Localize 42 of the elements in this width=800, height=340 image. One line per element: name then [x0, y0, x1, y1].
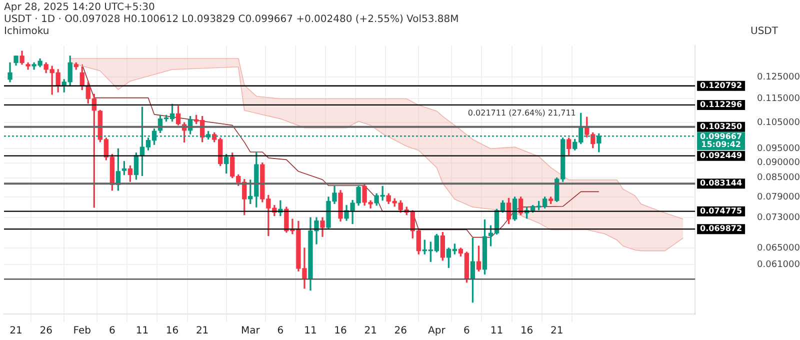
y-tick-label: 0.073000 [757, 212, 800, 223]
x-tick-label: 21 [10, 326, 22, 337]
chart-subtitle: USDT · 1D · O0.097028 H0.100612 L0.093829 C0.099667 +0.002480 (+2.55%) Vol53.88M [4, 14, 459, 26]
y-tick-label: 0.061000 [757, 260, 800, 270]
x-tick-label: 26 [394, 326, 407, 337]
x-tick-label: 21 [364, 326, 377, 337]
x-tick-label: 26 [40, 326, 52, 337]
y-tick-label: 0.065000 [757, 243, 800, 254]
ref-line-label: 0.074775 [700, 206, 742, 216]
x-tick-label: Mar [240, 326, 261, 337]
y-tick-label: 0.115000 [757, 94, 800, 104]
x-tick-label: Apr [428, 326, 446, 337]
x-tick-label: 11 [490, 326, 504, 337]
ref-line-label: 0.099667 [700, 132, 742, 142]
x-tick-label: 21 [550, 326, 564, 337]
annotation: 0.021711 (27.64%) 21,711 [468, 108, 576, 118]
text: USDT [750, 26, 778, 38]
x-tick-label: 16 [520, 326, 534, 337]
ref-line-label: 0.083144 [700, 178, 742, 188]
y-tick-label: 0.090000 [757, 158, 800, 168]
x-tick-label: Feb [73, 326, 91, 337]
x-tick-label: 6 [277, 326, 284, 337]
text: 15:09:42 [701, 140, 741, 150]
x-tick-label: 11 [136, 326, 149, 337]
x-tick-label: 11 [304, 326, 317, 337]
x-tick-label: 6 [464, 326, 470, 337]
x-tick-label: 21 [196, 326, 209, 337]
text: Ichimoku [4, 26, 50, 38]
ref-line-label: 0.120792 [700, 80, 742, 90]
y-tick-label: 0.095000 [757, 144, 800, 154]
ref-line-label: 0.103250 [700, 122, 742, 131]
x-tick-label: 6 [108, 326, 116, 337]
x-tick-label: 16 [334, 326, 347, 337]
y-tick-label: 0.079000 [757, 192, 800, 202]
y-tick-label: 0.085000 [757, 173, 800, 184]
ref-line-label: 0.112296 [700, 100, 742, 110]
chart-title: Apr 28, 2025 14:20 UTC+5:30 [4, 2, 156, 14]
x-tick-label: 16 [166, 326, 179, 337]
y-tick-label: 0.125000 [757, 72, 800, 82]
ref-line-label: 0.069872 [700, 224, 742, 234]
y-tick-label: 0.105000 [757, 118, 800, 128]
ref-line-label: 0.092449 [700, 150, 742, 160]
